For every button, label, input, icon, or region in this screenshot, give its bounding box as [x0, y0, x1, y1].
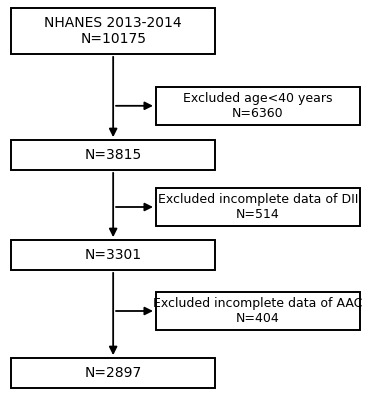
FancyBboxPatch shape — [156, 292, 360, 330]
Text: Excluded age<40 years
N=6360: Excluded age<40 years N=6360 — [183, 92, 332, 120]
Text: N=3815: N=3815 — [85, 148, 142, 162]
FancyBboxPatch shape — [11, 140, 215, 170]
FancyBboxPatch shape — [156, 188, 360, 226]
Text: Excluded incomplete data of DII
N=514: Excluded incomplete data of DII N=514 — [158, 193, 358, 221]
Text: NHANES 2013-2014
N=10175: NHANES 2013-2014 N=10175 — [45, 16, 182, 46]
FancyBboxPatch shape — [11, 240, 215, 270]
Text: N=3301: N=3301 — [85, 248, 142, 262]
FancyBboxPatch shape — [11, 8, 215, 54]
FancyBboxPatch shape — [156, 87, 360, 125]
Text: N=2897: N=2897 — [85, 366, 142, 380]
Text: Excluded incomplete data of AAC
N=404: Excluded incomplete data of AAC N=404 — [153, 297, 362, 325]
FancyBboxPatch shape — [11, 358, 215, 388]
